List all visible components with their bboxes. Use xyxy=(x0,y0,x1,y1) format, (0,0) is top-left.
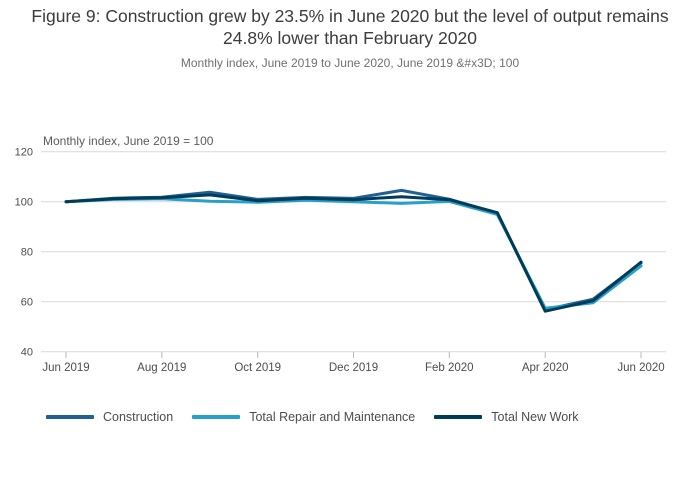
x-tick-label: Aug 2019 xyxy=(137,362,186,374)
chart-header: Figure 9: Construction grew by 23.5% in … xyxy=(0,5,700,70)
y-axis-title: Monthly index, June 2019 = 100 xyxy=(43,134,214,148)
x-tick-label: Jun 2020 xyxy=(617,362,664,374)
series-line-total-new-work xyxy=(64,193,643,313)
x-tick-label: Apr 2020 xyxy=(522,362,569,374)
new-work-line-swatch xyxy=(434,415,483,419)
legend-label: Total New Work xyxy=(491,410,579,424)
x-tick-label: Oct 2019 xyxy=(234,362,281,374)
y-tick-label: 100 xyxy=(15,197,33,209)
y-tick-label: 120 xyxy=(15,147,33,159)
x-tick-label: Dec 2019 xyxy=(329,362,378,374)
legend-item-construction: Construction xyxy=(46,410,173,424)
chart-title: Figure 9: Construction grew by 23.5% in … xyxy=(31,6,669,48)
y-tick-label: 60 xyxy=(21,297,33,309)
chart-subtitle: Monthly index, June 2019 to June 2020, J… xyxy=(180,56,520,70)
x-tick-label: Jun 2019 xyxy=(42,362,89,374)
series-line-total-repair-and-maintenance xyxy=(64,197,643,310)
construction-line-swatch xyxy=(46,415,94,419)
y-tick-label: 80 xyxy=(21,247,33,259)
repair-maintenance-line-swatch xyxy=(192,415,241,419)
series-line-construction xyxy=(64,188,643,312)
legend-label: Construction xyxy=(103,410,174,424)
x-tick-label: Feb 2020 xyxy=(425,362,474,374)
legend-item-total-new-work: Total New Work xyxy=(434,410,579,424)
y-tick-label: 40 xyxy=(21,347,33,359)
legend-label: Total Repair and Maintenance xyxy=(249,410,416,424)
chart-legend: Construction Total Repair and Maintenanc… xyxy=(46,410,579,424)
legend-item-total-repair-and-maintenance: Total Repair and Maintenance xyxy=(192,410,415,424)
